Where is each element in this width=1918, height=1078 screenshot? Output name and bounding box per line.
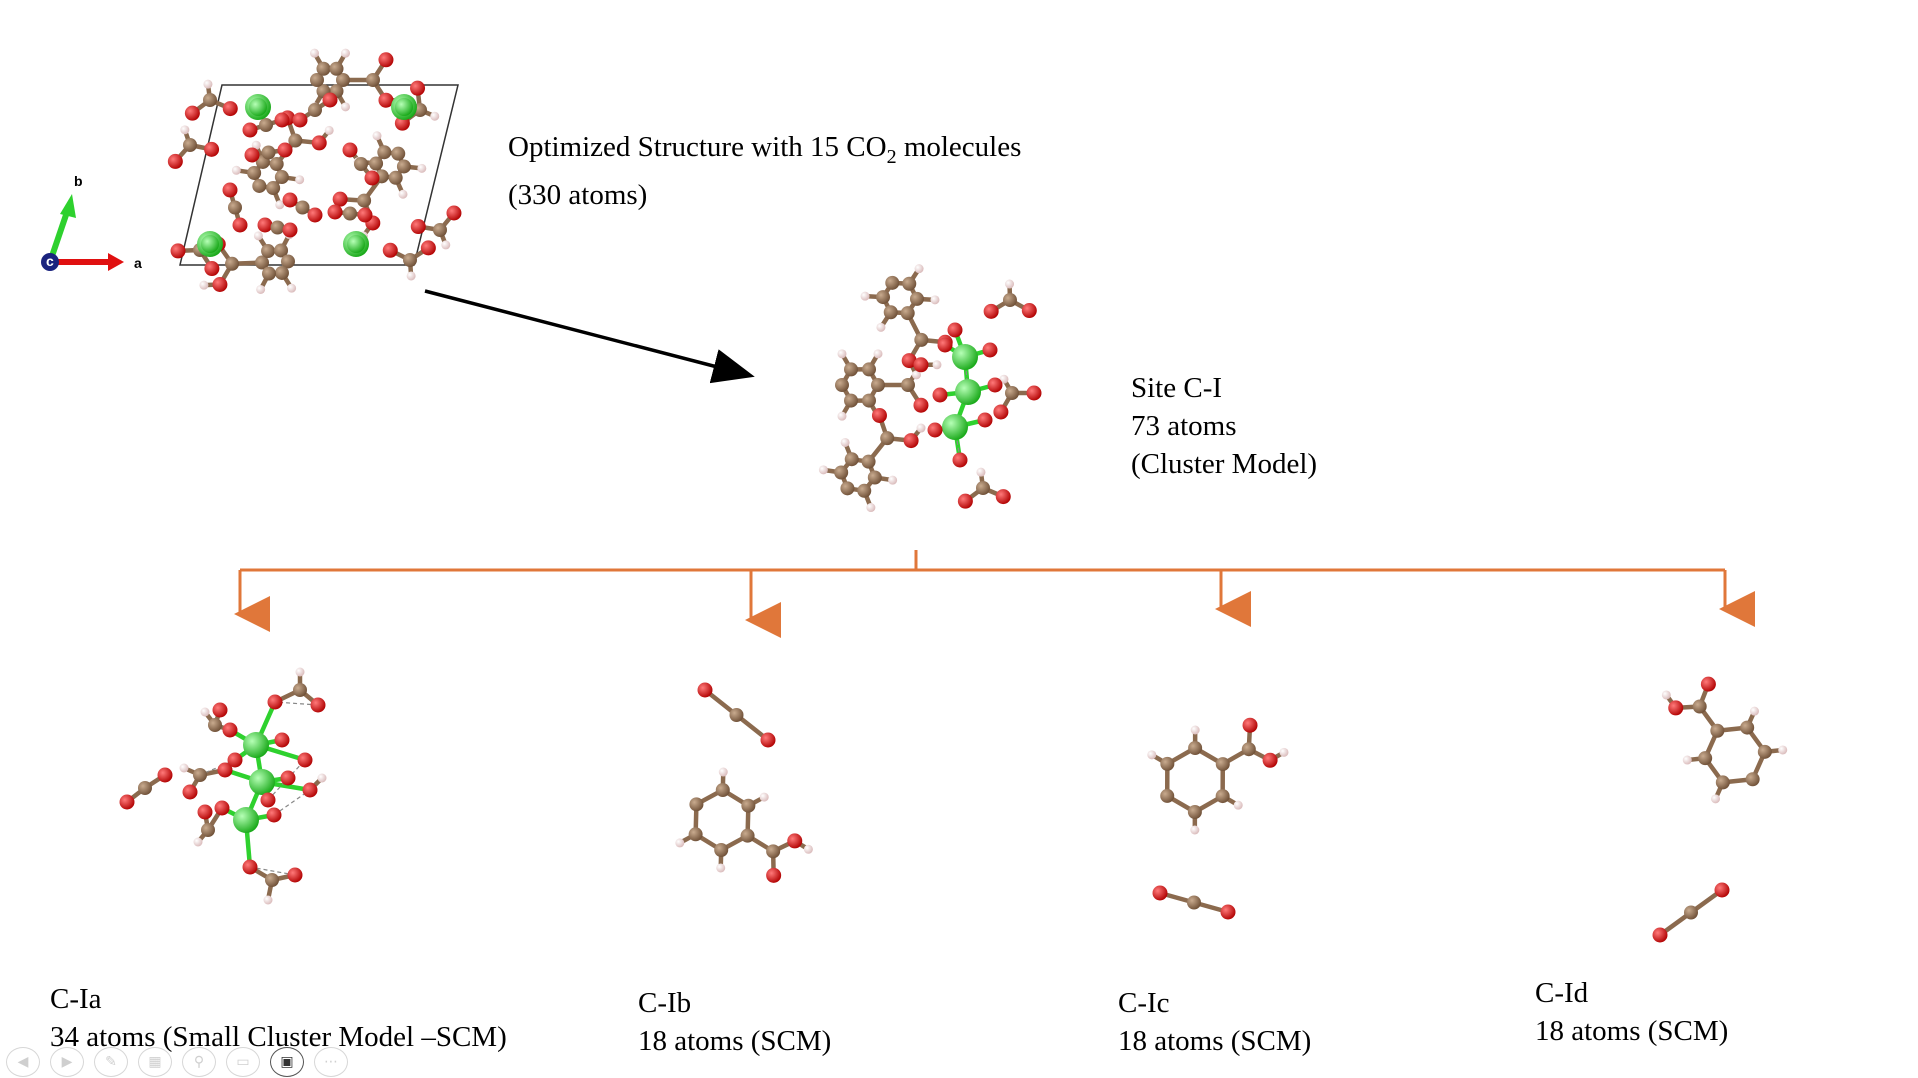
structure-atom-count: (330 atoms) — [508, 178, 648, 211]
fragment-molecule-d — [1652, 676, 1788, 943]
selection-arrow — [424, 289, 755, 384]
subtitle-icon[interactable]: ▭ — [226, 1047, 260, 1077]
fragment-label-d: C-Id 18 atoms (SCM) — [1535, 974, 1728, 1050]
site-model: (Cluster Model) — [1131, 448, 1318, 480]
fragment-name: C-Ia — [50, 983, 102, 1015]
fragment-molecule-c — [1147, 717, 1289, 920]
structure-title-suffix: molecules — [896, 131, 1022, 163]
structure-title: Optimized Structure with 15 CO2 molecule… — [508, 128, 1021, 214]
pen-icon[interactable]: ✎ — [94, 1047, 128, 1077]
branch-tree — [234, 550, 1755, 638]
fragment-label-b: C-Ib 18 atoms (SCM) — [638, 984, 831, 1060]
presentation-toolbar: ◀ ▶ ✎ ▦ ⚲ ▭ ▣ ⋯ — [6, 1047, 348, 1077]
fragment-desc: 18 atoms (SCM) — [638, 1025, 832, 1057]
b-axis-label: b — [74, 173, 83, 189]
prev-icon[interactable]: ◀ — [6, 1047, 40, 1077]
cluster-model — [818, 264, 1042, 513]
slides-icon[interactable]: ▦ — [138, 1047, 172, 1077]
c-axis-dot — [41, 253, 59, 271]
fragment-name: C-Id — [1535, 977, 1589, 1009]
zoom-icon[interactable]: ⚲ — [182, 1047, 216, 1077]
co2-subscript: 2 — [886, 145, 897, 168]
site-atoms: 73 atoms — [1131, 410, 1237, 442]
camera-icon[interactable]: ▣ — [270, 1047, 304, 1077]
fragment-molecule-b — [675, 682, 813, 883]
fragment-desc: 18 atoms (SCM) — [1118, 1025, 1312, 1057]
more-icon[interactable]: ⋯ — [314, 1047, 348, 1077]
fragment-name: C-Ib — [638, 987, 692, 1019]
structure-title-line1: Optimized Structure with 15 CO — [508, 131, 887, 163]
unit-cell-structure — [167, 48, 462, 294]
fragment-label-c: C-Ic 18 atoms (SCM) — [1118, 984, 1311, 1060]
fragment-desc: 18 atoms (SCM) — [1535, 1015, 1729, 1047]
a-axis-label: a — [134, 255, 142, 271]
fragment-molecule-a — [119, 667, 327, 905]
c-axis-label: c — [46, 253, 54, 269]
axes-indicator: c a b — [41, 173, 142, 271]
fragment-name: C-Ic — [1118, 987, 1170, 1019]
next-icon[interactable]: ▶ — [50, 1047, 84, 1077]
site-label: Site C-I 73 atoms (Cluster Model) — [1131, 369, 1317, 483]
site-name: Site C-I — [1131, 372, 1223, 404]
